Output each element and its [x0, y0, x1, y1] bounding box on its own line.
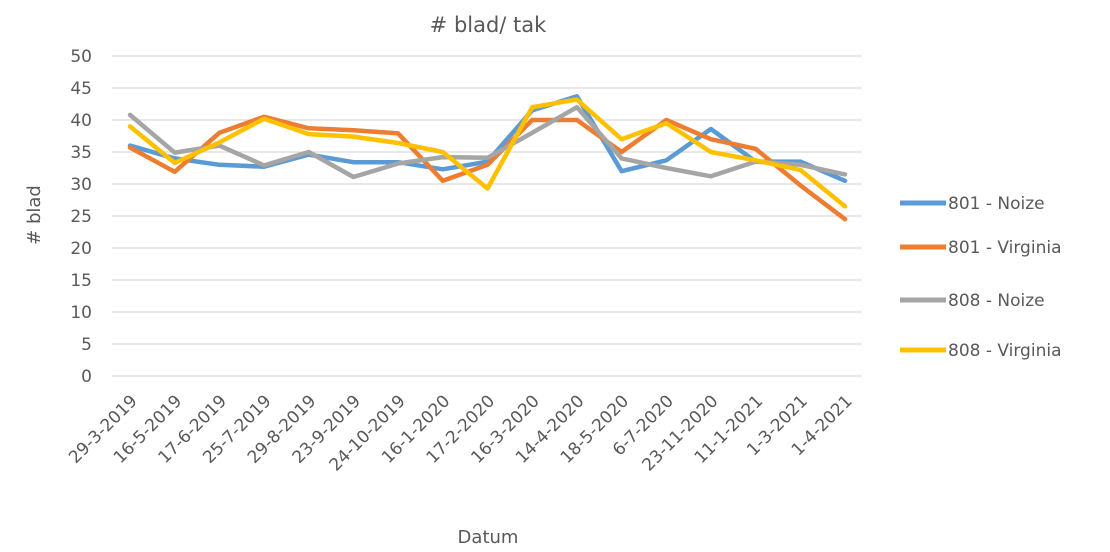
- y-tick-label: 50: [70, 47, 92, 67]
- y-tick-label: 15: [70, 271, 92, 291]
- y-tick-label: 20: [70, 239, 92, 259]
- y-axis-ticks: 0 5 10 15 20 25 30 35 40 45 50: [70, 47, 92, 387]
- y-tick-label: 0: [81, 367, 92, 387]
- y-tick-label: 5: [81, 335, 92, 355]
- y-tick-label: 10: [70, 303, 92, 323]
- legend-label: 808 - Virginia: [948, 341, 1062, 361]
- y-tick-label: 30: [70, 175, 92, 195]
- x-axis-ticks: 29-3-201916-5-201917-6-201925-7-201929-8…: [65, 391, 856, 475]
- y-tick-label: 35: [70, 143, 92, 163]
- x-axis-title: Datum: [458, 527, 519, 548]
- series-line-3: [127, 104, 848, 180]
- y-axis-title: # blad: [24, 185, 45, 245]
- y-tick-label: 45: [70, 79, 92, 99]
- y-tick-label: 25: [70, 207, 92, 227]
- legend-label: 801 - Noize: [948, 194, 1045, 214]
- legend-label: 808 - Noize: [948, 291, 1045, 311]
- y-tick-label: 40: [70, 111, 92, 131]
- gridlines: [112, 55, 862, 377]
- series-line-1: [127, 94, 848, 184]
- series-line-4: [127, 97, 848, 209]
- chart-title: # blad/ tak: [430, 13, 547, 37]
- legend-label: 801 - Virginia: [948, 238, 1062, 258]
- legend: 801 - Noize 801 - Virginia 808 - Noize 808 …: [900, 194, 1062, 361]
- series-lines: [127, 94, 848, 222]
- series-line-2: [127, 114, 848, 222]
